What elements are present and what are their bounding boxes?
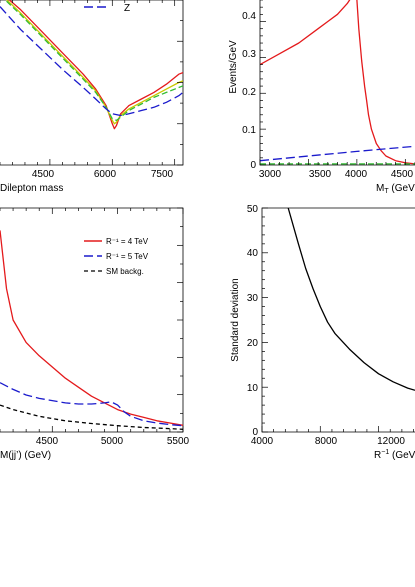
x-axis-label-base: R [374, 450, 381, 461]
x-tick-marks [0, 208, 184, 432]
y-axis-label: Events/GeV [228, 40, 239, 94]
x-axis-label-superscript: −1 [381, 449, 389, 456]
y-tick-label: 40 [247, 248, 259, 259]
curves [260, 0, 415, 165]
x-tick-label: 5000 [101, 436, 124, 447]
y-tick-label: 0 [250, 160, 256, 171]
y-tick-label: 50 [247, 204, 259, 215]
x-tick-label: 6000 [94, 169, 117, 180]
x-tick-label: 12000 [377, 436, 405, 447]
y-tick-label: 0.1 [242, 125, 256, 136]
panel-significance: 0 10 20 30 40 50 4000 8000 12000 Standar… [230, 204, 415, 461]
y-tick-label: 0 [252, 427, 258, 438]
panel-events: 0 0.1 0.2 0.3 0.4 3000 3500 4000 4500 Ev… [228, 0, 415, 195]
series-line-2 [0, 382, 183, 427]
x-tick-label: 5500 [167, 436, 190, 447]
x-axis-label: MT (GeV [376, 183, 415, 195]
y-axis-label: Standard deviation [230, 278, 241, 361]
x-tick-marks [0, 0, 176, 165]
series-line-1 [8, 0, 183, 130]
series-line-4 [0, 6, 183, 117]
x-tick-label: 4000 [345, 169, 368, 180]
panel-dijet: R⁻¹ = 4 TeV R⁻¹ = 5 TeV SM backg. 4500 5… [0, 207, 190, 461]
x-tick-label: 3500 [309, 169, 332, 180]
x-axis-label: M(jj’) (GeV) [0, 450, 51, 461]
series-line-3 [4, 0, 183, 122]
y-tick-label: 0.2 [242, 87, 256, 98]
y-tick-label: 20 [247, 338, 259, 349]
curves [287, 208, 415, 391]
series-line-3 [0, 404, 183, 430]
x-tick-label: 8000 [315, 436, 338, 447]
x-axis-label: R−1 (GeV) [374, 449, 415, 461]
y-tick-marks [262, 207, 268, 433]
panel-dilepton: Z 4500 6000 7500 Dilepton mass [0, 0, 184, 194]
plot-frame [261, 207, 415, 433]
x-axis-label-base: M [376, 183, 384, 194]
curves [0, 230, 183, 430]
x-axis-label-unit: (GeV) [389, 450, 415, 461]
series-line-1 [0, 230, 183, 426]
y-tick-label: 0.3 [242, 49, 256, 60]
legend-label: R⁻¹ = 5 TeV [106, 252, 149, 261]
x-tick-label: 4500 [36, 436, 59, 447]
right-tick-marks [177, 0, 183, 166]
legend-label: Z [124, 3, 130, 14]
curves [0, 0, 183, 130]
series-line-1 [260, 0, 415, 165]
x-tick-label: 7500 [151, 169, 174, 180]
series-line-2 [260, 145, 415, 162]
x-axis-label-unit: (GeV [389, 183, 415, 194]
x-tick-label: 3000 [259, 169, 282, 180]
x-tick-marks [259, 159, 415, 165]
y-tick-label: 0.4 [242, 11, 256, 22]
legend: Z [84, 3, 130, 14]
series-line-2 [5, 0, 183, 125]
x-tick-label: 4000 [251, 436, 274, 447]
legend-label: R⁻¹ = 4 TeV [106, 237, 149, 246]
legend-label: SM backg. [106, 267, 144, 276]
x-axis-label-subscript: T [384, 188, 389, 195]
right-tick-marks [177, 207, 183, 433]
x-tick-marks [261, 426, 414, 432]
y-tick-marks [260, 0, 266, 166]
x-tick-label: 4500 [391, 169, 414, 180]
plot-frame [259, 0, 415, 166]
x-tick-label: 4500 [32, 169, 55, 180]
x-axis-label: Dilepton mass [0, 183, 63, 194]
legend: R⁻¹ = 4 TeV R⁻¹ = 5 TeV SM backg. [84, 237, 149, 276]
y-tick-label: 30 [247, 293, 259, 304]
series-line-1 [287, 208, 415, 391]
plot-frame [0, 0, 184, 166]
y-tick-label: 10 [247, 383, 259, 394]
